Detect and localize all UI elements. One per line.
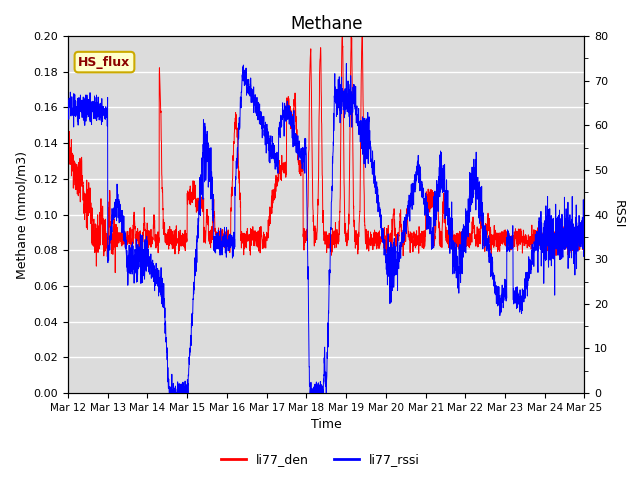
Text: HS_flux: HS_flux bbox=[78, 56, 131, 69]
Y-axis label: RSSI: RSSI bbox=[612, 200, 625, 229]
X-axis label: Time: Time bbox=[311, 419, 342, 432]
Title: Methane: Methane bbox=[290, 15, 362, 33]
Y-axis label: Methane (mmol/m3): Methane (mmol/m3) bbox=[15, 151, 28, 278]
Legend: li77_den, li77_rssi: li77_den, li77_rssi bbox=[216, 448, 424, 471]
